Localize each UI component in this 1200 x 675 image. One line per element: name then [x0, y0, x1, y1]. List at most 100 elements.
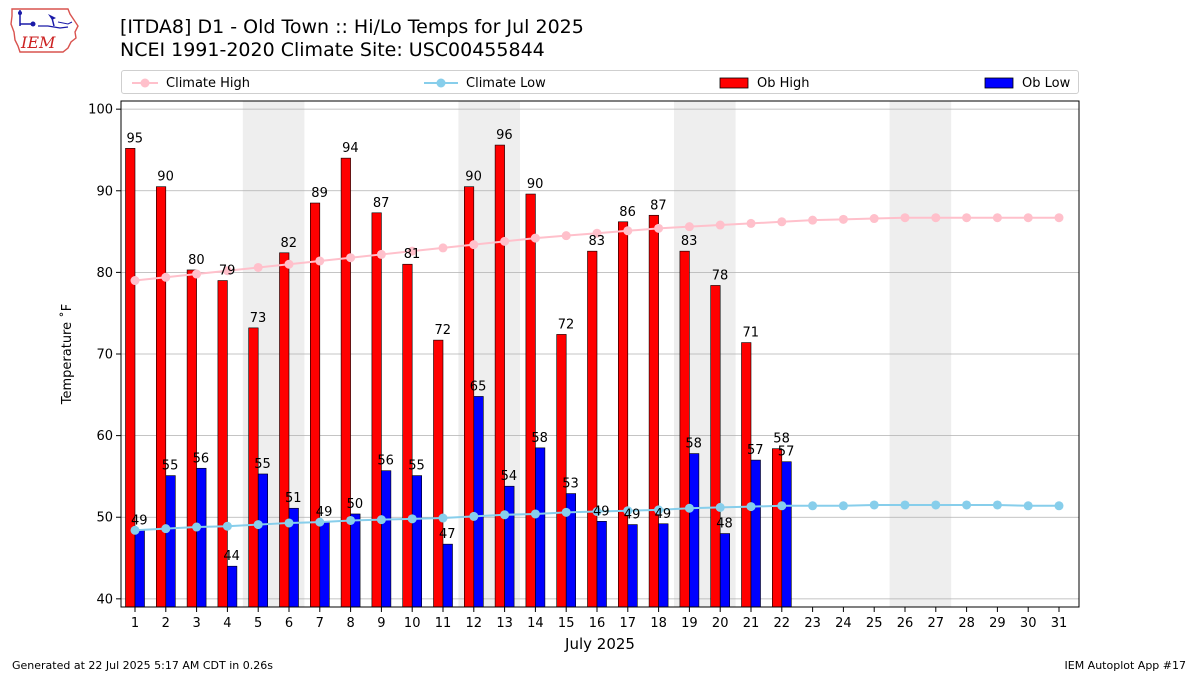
iem-logo: IEM — [8, 6, 82, 60]
ob-high-bar — [771, 448, 783, 608]
x-tick-label: 7 — [316, 616, 324, 631]
ob-low-value-label: 55 — [162, 459, 179, 474]
climate-low-point — [1054, 501, 1064, 511]
x-tick-label: 23 — [804, 616, 821, 631]
x-tick-label: 13 — [496, 616, 513, 631]
x-tick-label: 17 — [620, 616, 637, 631]
ob-high-bar — [648, 214, 659, 608]
ob-low-bar — [535, 447, 546, 608]
ob-low-bar — [689, 453, 700, 608]
ob-low-value-label: 49 — [593, 504, 610, 519]
climate-high-point — [500, 236, 510, 246]
ob-high-bar — [279, 252, 290, 608]
ob-high-bar — [433, 339, 444, 608]
x-tick-label: 27 — [928, 616, 945, 631]
x-tick-label: 19 — [681, 616, 698, 631]
ob-high-bar — [186, 269, 197, 608]
ob-low-value-label: 55 — [408, 459, 425, 474]
climate-high-point — [654, 223, 664, 233]
y-tick-label: 40 — [96, 592, 113, 607]
ob-high-value-label: 83 — [589, 234, 606, 249]
ob-high-value-label: 87 — [650, 198, 667, 213]
ob-high-value-label: 71 — [743, 326, 760, 341]
ob-low-value-label: 56 — [377, 454, 394, 469]
climate-high-point — [1023, 213, 1033, 223]
climate-high-point — [438, 243, 448, 253]
y-tick-label: 70 — [96, 348, 113, 363]
ob-low-value-label: 49 — [131, 513, 148, 528]
ob-low-bar — [411, 475, 423, 608]
ob-high-bar — [371, 212, 382, 608]
climate-low-point — [900, 500, 910, 510]
climate-high-point — [715, 220, 725, 230]
climate-low-point — [777, 501, 787, 511]
ob-high-value-label: 96 — [496, 128, 513, 143]
ob-low-value-label: 65 — [470, 379, 487, 394]
legend: Climate High Climate Low Ob High Ob Low — [121, 70, 1079, 94]
legend-item-climate-high: Climate High — [132, 74, 250, 92]
climate-high-point — [808, 215, 818, 225]
climate-low-point — [376, 515, 386, 525]
ob-low-bar — [381, 470, 392, 608]
x-tick-label: 30 — [1020, 616, 1037, 631]
ob-high-bar — [340, 157, 351, 608]
climate-low-point — [654, 505, 664, 515]
climate-low-point — [684, 503, 694, 513]
climate-low-point — [222, 521, 232, 531]
climate-low-point — [161, 524, 171, 534]
ob-high-bar — [617, 221, 629, 608]
footer-generated-text: Generated at 22 Jul 2025 5:17 AM CDT in … — [12, 659, 273, 672]
x-tick-label: 9 — [377, 616, 385, 631]
climate-low-point — [315, 517, 325, 527]
climate-high-point — [962, 213, 972, 223]
climate-high-point — [1054, 213, 1064, 223]
x-tick-label: 28 — [958, 616, 975, 631]
y-axis-label: Temperature ˚F — [59, 304, 75, 405]
ob-low-bar — [350, 513, 361, 608]
ob-low-value-label: 44 — [223, 549, 240, 564]
ob-low-bar — [227, 565, 238, 608]
climate-high-point — [161, 272, 171, 282]
ob-high-bar — [556, 334, 567, 608]
ob-high-value-label: 58 — [773, 432, 790, 447]
ob-high-bar — [125, 148, 136, 608]
x-tick-label: 1 — [131, 616, 139, 631]
x-tick-label: 6 — [285, 616, 293, 631]
climate-high-point — [253, 262, 263, 272]
ob-low-value-label: 49 — [624, 508, 641, 523]
climate-high-point — [469, 240, 479, 250]
ob-low-bar — [504, 485, 515, 608]
ob-low-bar — [473, 396, 484, 608]
climate-high-point — [407, 246, 417, 256]
climate-low-point — [746, 502, 756, 512]
ob-high-value-label: 79 — [219, 264, 236, 279]
ob-low-value-label: 48 — [716, 517, 733, 532]
climate-low-point — [284, 518, 294, 528]
ob-high-bar — [710, 285, 721, 608]
climate-high-point — [592, 228, 602, 238]
climate-high-point — [746, 218, 756, 228]
climate-low-line-icon — [424, 78, 458, 88]
x-axis-ticks: 1 2 3 4 5 6 7 8 9 10 11 12 13 14 15 16 17 18 19 20 21 22 23 24 2… — [131, 607, 1067, 631]
x-tick-label: 15 — [558, 616, 575, 631]
climate-high-point — [838, 214, 848, 224]
ob-high-value-label: 94 — [342, 141, 359, 156]
climate-low-point — [346, 515, 356, 525]
ob-low-value-label: 57 — [747, 443, 764, 458]
climate-high-point — [900, 213, 910, 223]
x-tick-label: 8 — [346, 616, 354, 631]
ob-low-swatch-icon — [984, 77, 1014, 89]
chart-subtitle: NCEI 1991-2020 Climate Site: USC00455844 — [120, 39, 545, 61]
ob-high-value-label: 90 — [157, 170, 174, 185]
climate-high-point — [869, 214, 879, 224]
ob-low-value-label: 57 — [778, 445, 795, 460]
ob-low-bar — [750, 459, 761, 608]
legend-item-ob-low: Ob Low — [984, 74, 1070, 92]
climate-high-point — [284, 259, 294, 269]
x-tick-label: 3 — [192, 616, 200, 631]
climate-low-point — [592, 507, 602, 517]
ob-low-value-label: 51 — [285, 491, 302, 506]
climate-low-point — [808, 501, 818, 511]
x-tick-label: 12 — [466, 616, 483, 631]
x-tick-label: 21 — [743, 616, 760, 631]
